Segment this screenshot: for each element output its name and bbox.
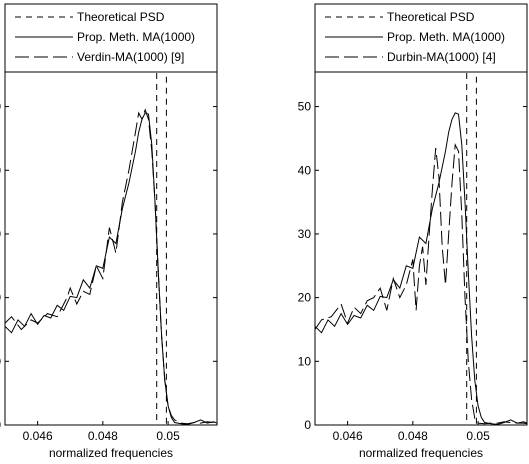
legend-box bbox=[4, 3, 218, 73]
plot-lines bbox=[315, 62, 527, 425]
x-tick-label: 0.048 bbox=[398, 429, 428, 443]
axes-frame bbox=[314, 61, 528, 426]
x-axis-label: normalized frequencies bbox=[49, 446, 173, 460]
x-tick-label: 0.046 bbox=[23, 429, 53, 443]
x-tick-label: 0.046 bbox=[333, 429, 363, 443]
y-tick-label: 30 bbox=[298, 227, 312, 241]
legend-label-1: Prop. Meth. MA(1000) bbox=[77, 30, 195, 44]
series-line-2 bbox=[315, 143, 527, 425]
series-line-1 bbox=[315, 112, 527, 425]
y-tick-label: 10 bbox=[0, 354, 1, 368]
x-tick-label: 0.048 bbox=[88, 429, 118, 443]
y-tick-label: 20 bbox=[0, 291, 1, 305]
y-tick-label: 0 bbox=[304, 418, 311, 432]
y-tick-label: 50 bbox=[0, 100, 1, 114]
legend-box bbox=[314, 3, 528, 73]
legend-label-0: Theoretical PSD bbox=[77, 10, 165, 24]
plot-lines bbox=[5, 62, 217, 425]
x-tick-label: 0.05 bbox=[156, 429, 180, 443]
legend-label-2: Durbin-MA(1000) [4] bbox=[387, 50, 496, 64]
y-tick-label: 20 bbox=[298, 291, 312, 305]
y-tick-label: 10 bbox=[298, 354, 312, 368]
series-line-1 bbox=[5, 112, 217, 425]
series-line-2 bbox=[5, 108, 217, 425]
y-tick-label: 30 bbox=[0, 227, 1, 241]
legend-label-0: Theoretical PSD bbox=[387, 10, 475, 24]
x-tick-label: 0.05 bbox=[466, 429, 490, 443]
series-line-0 bbox=[466, 62, 477, 425]
y-tick-label: 0 bbox=[0, 418, 1, 432]
y-tick-label: 40 bbox=[298, 163, 312, 177]
legend-label-2: Verdin-MA(1000) [9] bbox=[77, 50, 184, 64]
panel-left: 0 10 20 30 40 50 0.046 0.048 0.05 normalized freq… bbox=[0, 3, 218, 460]
x-axis-label: normalized frequencies bbox=[359, 446, 483, 460]
series-line-0 bbox=[156, 62, 167, 425]
y-tick-label: 50 bbox=[298, 100, 312, 114]
panel-right: 0 10 20 30 40 50 0.046 0.048 0.05 normalized freq… bbox=[298, 3, 528, 460]
axes-frame bbox=[4, 61, 218, 426]
y-tick-label: 40 bbox=[0, 163, 1, 177]
legend-label-1: Prop. Meth. MA(1000) bbox=[387, 30, 505, 44]
